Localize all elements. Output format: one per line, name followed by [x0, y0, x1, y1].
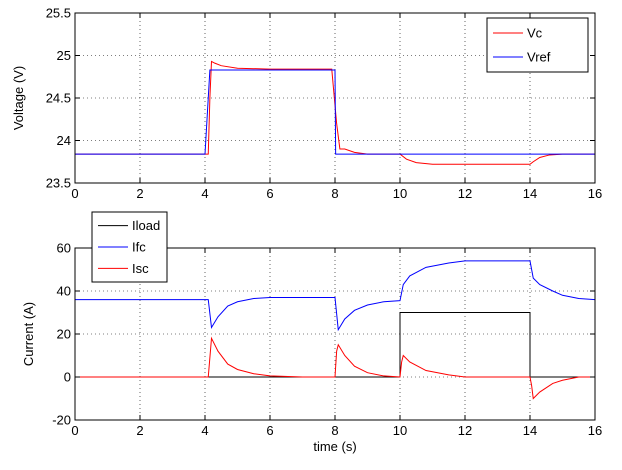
voltage-legend: Vc Vref [486, 17, 589, 73]
current-legend-label-iload: Iload [132, 218, 160, 233]
current-y-tick-label: 0 [64, 370, 71, 385]
voltage-series-vc [75, 60, 595, 165]
voltage-x-tick-label: 10 [393, 186, 407, 201]
current-x-tick-label: 12 [458, 423, 472, 438]
current-y-tick-label: -20 [52, 413, 71, 428]
current-x-tick-label: 2 [136, 423, 143, 438]
current-legend-label-ifc: Ifc [132, 240, 146, 255]
voltage-x-tick-label: 0 [71, 186, 78, 201]
voltage-x-tick-label: 6 [266, 186, 273, 201]
current-y-tick-label: 60 [57, 241, 71, 256]
voltage-y-tick-label: 25.5 [46, 6, 71, 21]
voltage-legend-label-vc: Vc [527, 26, 543, 41]
voltage-x-tick-label: 16 [588, 186, 602, 201]
voltage-x-tick-label: 12 [458, 186, 472, 201]
current-legend: Iload Ifc Isc [91, 211, 168, 283]
current-y-tick-label: 20 [57, 327, 71, 342]
current-x-tick-label: 16 [588, 423, 602, 438]
current-series-isc [75, 336, 595, 400]
voltage-legend-box [486, 17, 589, 73]
current-series-iload [75, 312, 595, 378]
current-x-tick-label: 4 [201, 423, 208, 438]
current-y-axis-label: Current (A) [21, 302, 36, 366]
current-y-tick-label: 40 [57, 284, 71, 299]
voltage-y-axis-label: Voltage (V) [11, 66, 26, 130]
current-x-axis-label: time (s) [313, 439, 356, 454]
current-x-tick-label: 14 [523, 423, 537, 438]
voltage-series-vref [75, 69, 595, 155]
voltage-x-tick-label: 14 [523, 186, 537, 201]
voltage-x-tick-label: 4 [201, 186, 208, 201]
voltage-y-tick-label: 23.5 [46, 176, 71, 191]
current-legend-label-isc: Isc [132, 261, 149, 276]
voltage-x-tick-label: 2 [136, 186, 143, 201]
voltage-y-tick-label: 24.5 [46, 91, 71, 106]
current-x-tick-label: 0 [71, 423, 78, 438]
current-series-ifc [75, 260, 595, 332]
current-x-tick-label: 10 [393, 423, 407, 438]
voltage-y-tick-label: 25 [57, 48, 71, 63]
voltage-legend-label-vref: Vref [527, 50, 551, 65]
current-x-tick-label: 6 [266, 423, 273, 438]
voltage-y-tick-label: 24 [57, 133, 71, 148]
current-x-tick-label: 8 [331, 423, 338, 438]
voltage-x-tick-label: 8 [331, 186, 338, 201]
